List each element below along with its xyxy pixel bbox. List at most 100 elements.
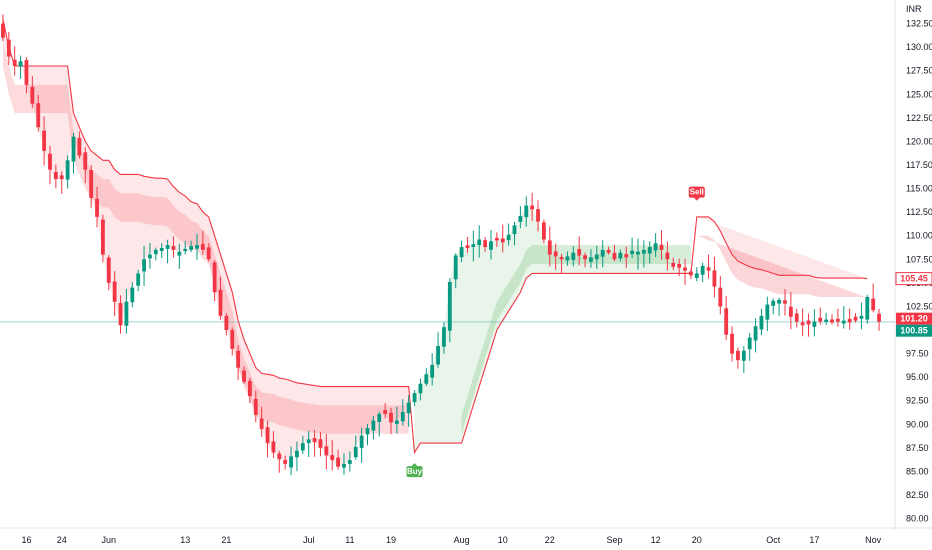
x-tick-label: Jul bbox=[303, 535, 315, 545]
candle-body bbox=[718, 287, 723, 307]
candle bbox=[259, 406, 264, 437]
candle-body bbox=[459, 247, 464, 258]
candle bbox=[783, 289, 787, 316]
candle-body bbox=[283, 460, 288, 464]
bear-band bbox=[696, 235, 868, 298]
candle-body bbox=[541, 222, 546, 240]
candle bbox=[383, 403, 388, 419]
x-tick-label: Aug bbox=[454, 535, 470, 545]
candle-body bbox=[259, 418, 264, 429]
candle bbox=[48, 145, 52, 185]
candle bbox=[518, 205, 523, 229]
candle bbox=[95, 186, 99, 228]
x-tick-label: 21 bbox=[221, 535, 231, 545]
candle-body bbox=[430, 364, 435, 378]
price-tag-box bbox=[896, 324, 932, 337]
candle-body bbox=[700, 265, 705, 275]
candle-body bbox=[6, 39, 11, 57]
candle bbox=[106, 255, 111, 291]
candle bbox=[624, 246, 629, 269]
candle bbox=[253, 390, 258, 423]
candle-body bbox=[559, 256, 564, 260]
candle bbox=[112, 271, 117, 317]
candle-body bbox=[1, 23, 5, 38]
candle-body bbox=[777, 299, 782, 304]
candle bbox=[794, 308, 799, 328]
candle-body bbox=[612, 252, 617, 260]
candle bbox=[665, 241, 670, 271]
candle-body bbox=[841, 320, 846, 324]
candle-body bbox=[759, 315, 764, 330]
currency-label: INR bbox=[906, 4, 922, 14]
bull-zone-fill bbox=[414, 205, 691, 453]
candle bbox=[195, 233, 199, 260]
bull-band bbox=[461, 245, 691, 434]
candle bbox=[559, 253, 564, 273]
x-tick-label: 10 bbox=[498, 535, 508, 545]
candle-body bbox=[212, 262, 217, 293]
candle-body bbox=[148, 254, 152, 259]
y-tick-label: 85.00 bbox=[906, 466, 929, 476]
candle bbox=[859, 302, 864, 330]
time-axis[interactable]: 16 24 Jun 13 21 Jul 11 19 Aug 10 22 Sep 12 20 Oct 17 Nov bbox=[21, 535, 881, 545]
x-tick-label: 13 bbox=[180, 535, 190, 545]
candle-body bbox=[89, 169, 94, 198]
candle-body bbox=[812, 321, 817, 327]
candle-body bbox=[500, 238, 505, 243]
candle-body bbox=[736, 350, 740, 361]
candle-body bbox=[65, 160, 70, 180]
candle bbox=[430, 353, 435, 386]
candle-body bbox=[630, 250, 635, 254]
candle bbox=[224, 313, 229, 336]
candle bbox=[747, 332, 752, 361]
x-tick-label: 20 bbox=[692, 535, 702, 545]
y-tick-label: 87.50 bbox=[906, 443, 929, 453]
candle bbox=[806, 313, 811, 337]
y-tick-label: 115.00 bbox=[906, 184, 932, 194]
candle bbox=[306, 430, 311, 457]
candle bbox=[853, 313, 858, 323]
candle-body bbox=[594, 254, 599, 260]
candle bbox=[571, 246, 576, 267]
candle-body bbox=[59, 175, 64, 180]
candle-body bbox=[671, 262, 676, 267]
candle bbox=[612, 244, 617, 262]
x-tick-label: 11 bbox=[345, 535, 354, 545]
candle-body bbox=[336, 457, 341, 467]
candle-body bbox=[236, 350, 241, 368]
candle-body bbox=[406, 402, 411, 414]
candle-body bbox=[136, 273, 141, 286]
candle bbox=[647, 241, 652, 264]
candle bbox=[394, 406, 399, 434]
candle bbox=[65, 155, 70, 189]
candle-body bbox=[159, 247, 164, 251]
candle bbox=[77, 131, 82, 159]
candle bbox=[30, 76, 35, 108]
candle-body bbox=[171, 246, 176, 250]
candle bbox=[524, 196, 529, 227]
candle bbox=[389, 407, 393, 435]
price-axis[interactable]: INR 80.00 82.50 85.00 87.50 90.00 92.50 95.00 9… bbox=[906, 4, 932, 524]
candle-body bbox=[571, 252, 576, 260]
candle-body bbox=[95, 198, 99, 217]
candle bbox=[741, 345, 746, 373]
candle bbox=[206, 243, 211, 262]
candle bbox=[359, 427, 364, 463]
candle-body bbox=[206, 247, 211, 260]
candle-body bbox=[295, 450, 299, 458]
candle bbox=[230, 327, 235, 356]
candle-body bbox=[724, 308, 729, 335]
candle bbox=[318, 431, 323, 457]
candle bbox=[771, 298, 776, 315]
candle bbox=[353, 435, 358, 460]
candle bbox=[265, 420, 270, 458]
candle bbox=[753, 318, 758, 353]
candlestick-series bbox=[1, 14, 881, 476]
candle bbox=[500, 224, 505, 253]
candle-body bbox=[424, 374, 429, 384]
candle-body bbox=[547, 240, 552, 255]
candle-body bbox=[230, 330, 235, 349]
x-tick-label: 22 bbox=[545, 535, 555, 545]
candle bbox=[289, 446, 293, 476]
